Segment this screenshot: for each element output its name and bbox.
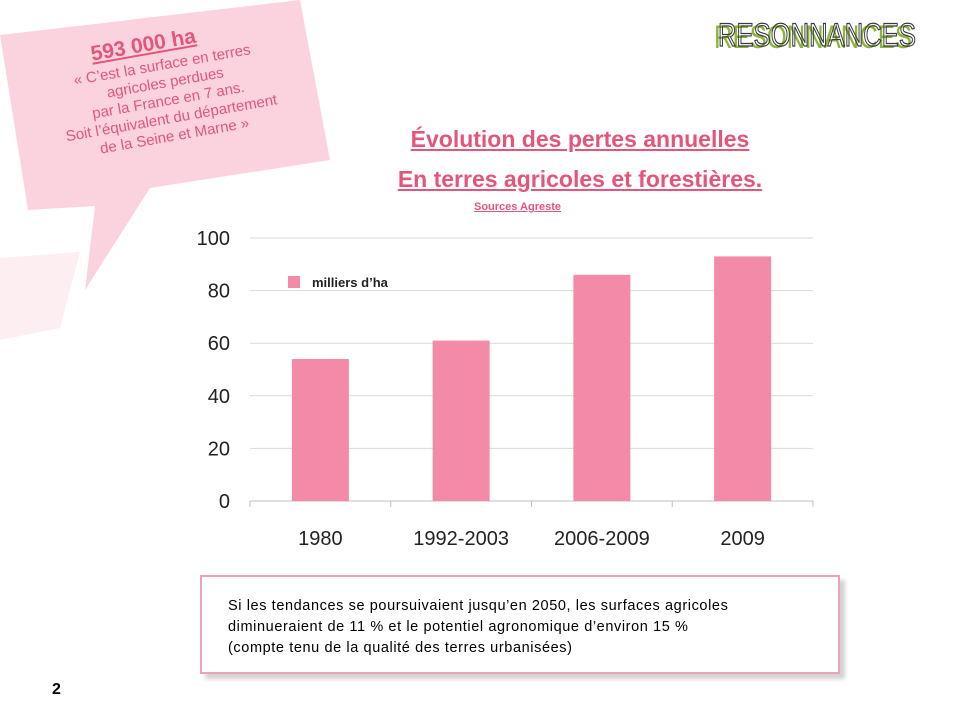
chart-title-line1: Évolution des pertes annuelles — [410, 126, 750, 152]
y-tick-label: 0 — [219, 491, 230, 513]
callout-shape — [0, 0, 330, 340]
source-link[interactable]: Sources Agreste — [474, 201, 562, 213]
bar — [291, 358, 349, 501]
info-line: diminueraient de 11 % et le potentiel ag… — [228, 619, 689, 635]
x-tick-label: 1992-2003 — [413, 528, 509, 550]
info-line: (compte tenu de la qualité des terres ur… — [228, 640, 573, 656]
x-tick-label: 1980 — [298, 528, 343, 550]
bar — [714, 256, 772, 501]
callout-bubble: 593 000 ha « C’est la surface en terres … — [0, 0, 360, 340]
chart-title-line2: En terres agricoles et forestières. — [397, 166, 763, 192]
bar — [573, 274, 631, 501]
info-line: Si les tendances se poursuivaient jusqu’… — [228, 598, 729, 614]
y-tick-label: 40 — [208, 386, 230, 408]
info-box: Si les tendances se poursuivaient jusqu’… — [200, 575, 840, 674]
resonnances-logo: RESONNANCES RESONNANCES — [714, 16, 917, 54]
bar — [432, 340, 490, 501]
x-tick-label: 2009 — [720, 528, 765, 550]
page-number: 2 — [52, 681, 61, 698]
x-tick-label: 2006-2009 — [554, 528, 650, 550]
logo-text-shadow: RESONNANCES — [714, 19, 912, 54]
logo-text-outline: RESONNANCES — [718, 17, 916, 53]
y-tick-label: 20 — [208, 438, 230, 460]
